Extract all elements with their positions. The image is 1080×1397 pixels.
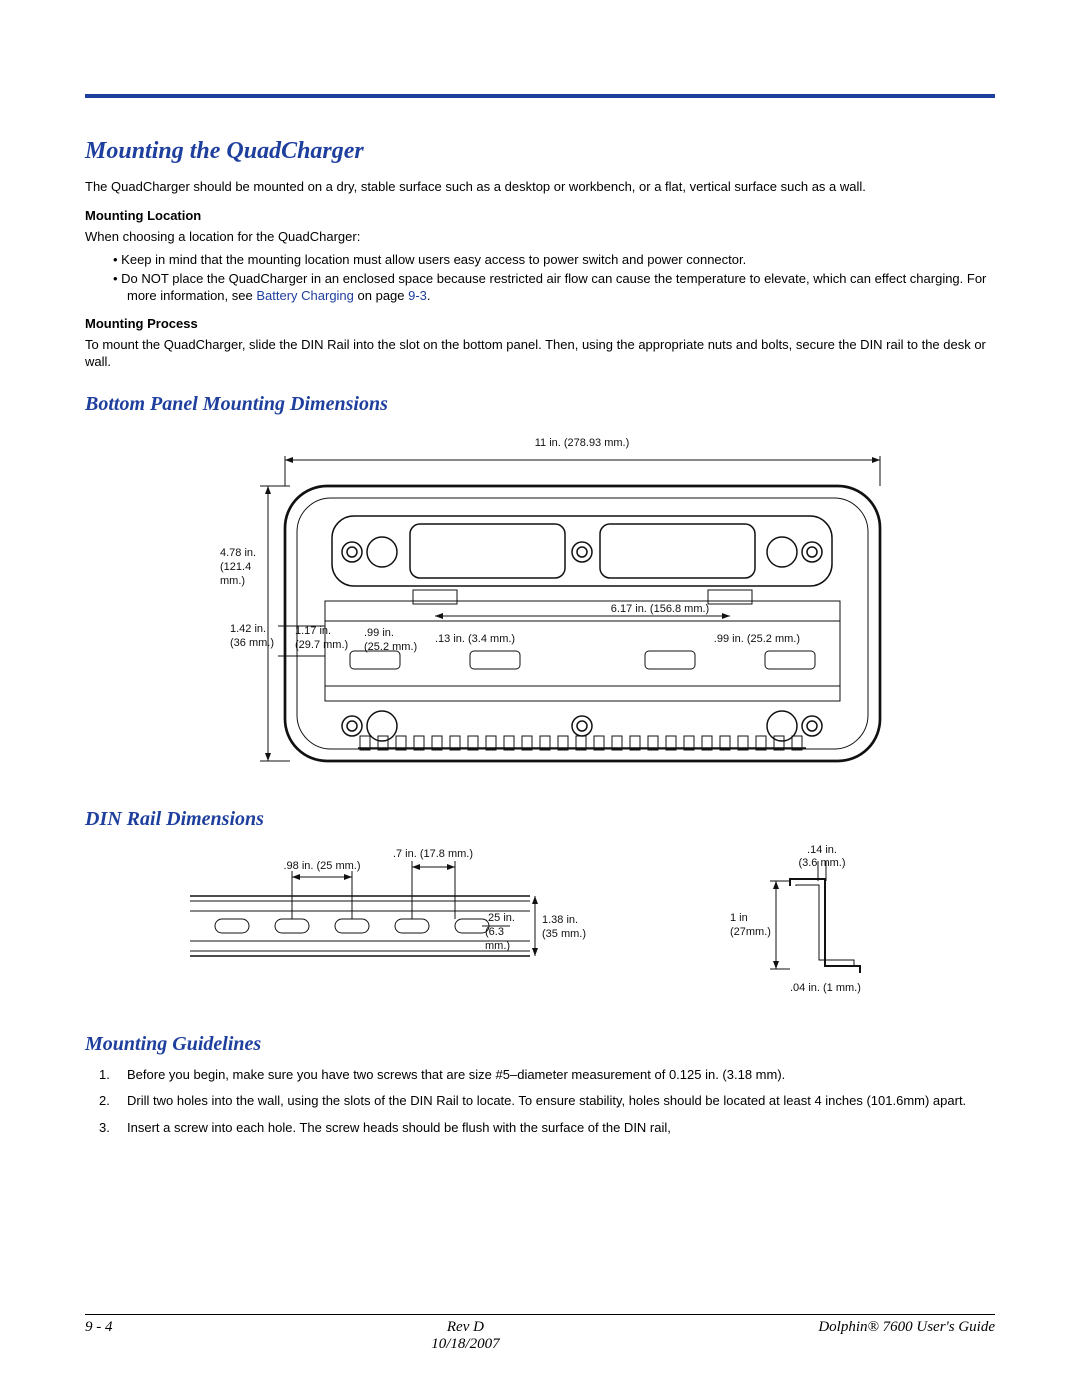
guideline-2: 2.Drill two holes into the wall, using t… bbox=[99, 1092, 995, 1110]
svg-text:.25 in.: .25 in. bbox=[485, 912, 515, 924]
svg-text:(27mm.): (27mm.) bbox=[730, 926, 771, 938]
svg-text:(6.3: (6.3 bbox=[485, 926, 504, 938]
top-rule bbox=[85, 94, 995, 98]
xref-period: . bbox=[427, 288, 431, 303]
svg-text:(121.4: (121.4 bbox=[220, 561, 251, 573]
guidelines-list: 1.Before you begin, make sure you have t… bbox=[85, 1066, 995, 1137]
svg-text:(29.7 mm.): (29.7 mm.) bbox=[295, 639, 348, 651]
xref-page[interactable]: 9-3 bbox=[408, 288, 427, 303]
svg-text:1.42 in.: 1.42 in. bbox=[230, 623, 266, 635]
mounting-process-text: To mount the QuadCharger, slide the DIN … bbox=[85, 337, 995, 371]
svg-text:(35 mm.): (35 mm.) bbox=[542, 928, 586, 940]
xref-battery-charging[interactable]: Battery Charging bbox=[256, 288, 354, 303]
svg-text:.99 in.: .99 in. bbox=[364, 627, 394, 639]
xref-tail: on page bbox=[354, 288, 408, 303]
svg-text:mm.): mm.) bbox=[485, 940, 510, 952]
intro-text: The QuadCharger should be mounted on a d… bbox=[85, 179, 995, 196]
svg-text:.14 in.: .14 in. bbox=[807, 844, 837, 856]
dim-top-width: 11 in. (278.93 mm.) bbox=[535, 437, 630, 449]
svg-text:(36 mm.): (36 mm.) bbox=[230, 637, 274, 649]
mounting-location-bullets: Keep in mind that the mounting location … bbox=[85, 252, 995, 305]
footer-title: Dolphin® 7600 User's Guide bbox=[818, 1319, 995, 1336]
heading-guidelines: Mounting Guidelines bbox=[85, 1033, 995, 1056]
svg-text:(3.6 mm.): (3.6 mm.) bbox=[798, 857, 845, 869]
dim-mid-617: 6.17 in. (156.8 mm.) bbox=[611, 603, 709, 615]
svg-text:1.17 in.: 1.17 in. bbox=[295, 625, 331, 637]
svg-text:4.78 in.: 4.78 in. bbox=[220, 547, 256, 559]
guideline-3: 3.Insert a screw into each hole. The scr… bbox=[99, 1119, 995, 1137]
bullet-1: Keep in mind that the mounting location … bbox=[99, 252, 995, 269]
din-rail-diagram: .98 in. (25 mm.) .7 in. (17.8 mm.) .25 i… bbox=[85, 841, 995, 1011]
guideline-1: 1.Before you begin, make sure you have t… bbox=[99, 1066, 995, 1084]
dim-7: .7 in. (17.8 mm.) bbox=[393, 848, 473, 860]
bottom-panel-diagram: 11 in. (278.93 mm.) 4.78 in. (121.4 mm.) bbox=[85, 426, 995, 786]
svg-text:mm.): mm.) bbox=[220, 575, 245, 587]
svg-text:1 in: 1 in bbox=[730, 912, 748, 924]
footer-rev: Rev D bbox=[113, 1319, 819, 1336]
footer-page: 9 - 4 bbox=[85, 1319, 113, 1336]
guideline-1-text: Before you begin, make sure you have two… bbox=[127, 1067, 785, 1082]
subhead-mounting-location: Mounting Location bbox=[85, 208, 995, 223]
bullet-2-text: Do NOT place the QuadCharger in an enclo… bbox=[121, 271, 986, 303]
dim-r099: .99 in. (25.2 mm.) bbox=[714, 633, 800, 645]
footer: 9 - 4 Rev D 10/18/2007 Dolphin® 7600 Use… bbox=[85, 1314, 995, 1353]
page: Mounting the QuadCharger The QuadCharger… bbox=[0, 0, 1080, 1397]
guideline-2-text: Drill two holes into the wall, using the… bbox=[127, 1093, 966, 1108]
dim-013: .13 in. (3.4 mm.) bbox=[435, 633, 515, 645]
guideline-3-text: Insert a screw into each hole. The screw… bbox=[127, 1120, 671, 1135]
bullet-2: Do NOT place the QuadCharger in an enclo… bbox=[99, 271, 995, 305]
heading-main: Mounting the QuadCharger bbox=[85, 138, 995, 165]
dim-04: .04 in. (1 mm.) bbox=[790, 982, 861, 994]
svg-text:1.38 in.: 1.38 in. bbox=[542, 914, 578, 926]
subhead-mounting-process: Mounting Process bbox=[85, 316, 995, 331]
dim-98: .98 in. (25 mm.) bbox=[283, 860, 360, 872]
heading-bottom-panel: Bottom Panel Mounting Dimensions bbox=[85, 393, 995, 416]
heading-din-rail: DIN Rail Dimensions bbox=[85, 808, 995, 831]
svg-text:(25.2 mm.): (25.2 mm.) bbox=[364, 641, 417, 653]
footer-date: 10/18/2007 bbox=[113, 1336, 819, 1353]
mounting-location-lead: When choosing a location for the QuadCha… bbox=[85, 229, 995, 246]
